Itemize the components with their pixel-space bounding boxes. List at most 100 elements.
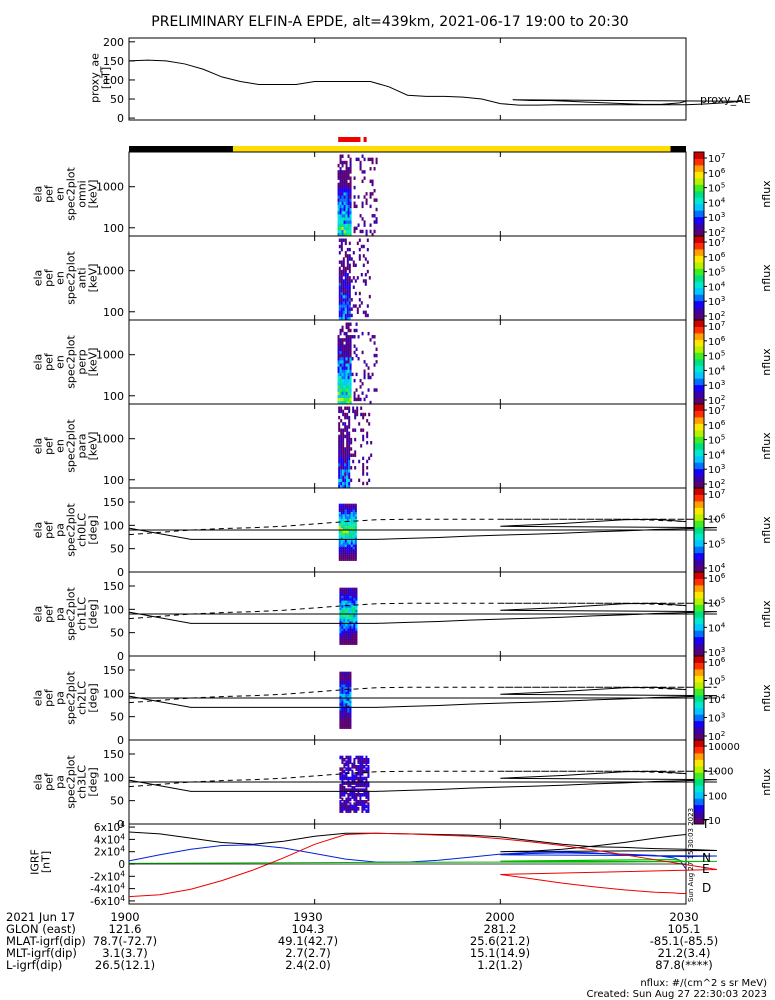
pitch-angle-pixel: [341, 606, 344, 610]
pitch-angle-pixel: [352, 513, 355, 517]
colorbar-tick-label: 106: [708, 571, 726, 585]
spectrogram-pixel: [354, 412, 357, 417]
spectrogram-pixel: [369, 338, 372, 342]
spectrogram-pixel: [349, 400, 352, 405]
pitch-angle-pixel: [346, 522, 349, 526]
spectrogram-pixel: [348, 437, 351, 442]
spectrogram-pixel: [343, 214, 346, 218]
spectrogram-pixel: [369, 192, 372, 196]
pitch-angle-pixel: [348, 503, 351, 508]
pitch-angle-pixel: [343, 804, 346, 809]
pitch-angle-pixel: [340, 552, 343, 557]
spectrogram-pixel: [345, 341, 348, 345]
pitch-angle-pixel: [346, 548, 349, 552]
spectrogram-pixel: [338, 409, 341, 414]
pitch-angle-pixel: [342, 541, 345, 545]
spectrogram-pixel: [347, 397, 350, 402]
spectrogram-pixel: [369, 204, 372, 209]
spectrogram-pixel: [366, 472, 369, 476]
spectrogram-pixel: [342, 434, 345, 439]
pitch-angle-pixel: [340, 517, 343, 522]
spectrogram-pixel: [345, 167, 348, 171]
pitch-angle-pixel: [342, 529, 345, 533]
spectrogram-pixel: [337, 356, 340, 361]
pitch-angle-pixel: [353, 765, 356, 769]
spectrogram-pixel: [345, 163, 348, 168]
spectrogram-pixel: [342, 238, 345, 242]
spectrogram-pixel: [346, 462, 349, 467]
spectrogram-pixel: [347, 350, 350, 355]
pitch-angle-pixel: [353, 641, 356, 645]
y-axis-label-line: spec2plot: [65, 167, 78, 221]
colorbar-segment: [694, 539, 704, 547]
spectrogram-pixel: [353, 378, 356, 383]
footer-value: 2.7(2.7): [285, 946, 331, 960]
spectrogram-pixel: [339, 229, 342, 234]
pitch-angle-pixel: [350, 548, 353, 552]
spectrogram-pixel: [344, 406, 347, 410]
spectrogram-pixel: [343, 353, 346, 358]
spectrogram-pixel: [346, 254, 349, 258]
spectrogram-pixel: [349, 232, 352, 237]
pitch-angle-pixel: [349, 709, 352, 713]
spectrogram-pixel: [345, 210, 348, 215]
spectrogram-pixel: [347, 185, 350, 190]
pitch-angle-pixel: [361, 783, 364, 788]
spectrogram-pixel: [339, 369, 342, 373]
pitch-angle-pixel: [349, 632, 352, 636]
spectrogram-pixel: [344, 310, 347, 315]
pitch-angle-pixel: [345, 594, 348, 599]
spectrogram-pixel: [369, 400, 372, 405]
pitch-angle-pixel: [351, 793, 354, 797]
y-tick-label: 0: [117, 112, 124, 125]
pitch-angle-pixel: [363, 800, 366, 804]
pitch-angle-pixel: [354, 529, 357, 533]
spectrogram-pixel: [360, 244, 363, 249]
pitch-angle-pixel: [339, 790, 342, 795]
spectrogram-pixel: [351, 356, 354, 361]
pitch-angle-pixel: [348, 534, 351, 538]
pitch-angle-pixel: [343, 681, 346, 685]
y-axis-label-line: spec2plot: [65, 503, 78, 557]
pitch-angle-pixel: [339, 690, 342, 694]
pitch-angle-pixel: [350, 508, 353, 512]
igrf-line-T: [128, 831, 717, 853]
pitch-angle-pixel: [352, 510, 355, 515]
spectrogram-pixel: [362, 434, 365, 439]
spectrogram-pixel: [344, 266, 347, 271]
pitch-angle-pixel: [347, 711, 350, 715]
pitch-angle-pixel: [345, 755, 348, 760]
spectrogram-pixel: [350, 478, 353, 483]
pitch-angle-pixel: [345, 678, 348, 683]
pitch-angle-pixel: [357, 802, 360, 806]
pitch-angle-pixel: [343, 774, 346, 778]
spectrogram-pixel: [341, 217, 344, 221]
pitch-angle-pixel: [357, 781, 360, 785]
spectrogram-pixel: [346, 276, 349, 280]
spectrogram-pixel: [348, 447, 351, 451]
colorbar-segment: [694, 416, 704, 424]
spectrogram-pixel: [367, 331, 370, 336]
spectrogram-pixel: [339, 173, 342, 177]
footer-value: 3.1(3.7): [102, 946, 148, 960]
pitch-angle-pixel: [343, 706, 346, 711]
y-tick-label: 1000: [96, 433, 124, 446]
spectrogram-pixel: [365, 201, 368, 205]
spectrogram-pixel: [353, 328, 356, 333]
spectrogram-pixel: [373, 167, 376, 171]
pitch-angle-pixel: [347, 636, 350, 641]
spectrogram-pixel: [344, 450, 347, 454]
y-axis-label-line: spec2plot: [65, 671, 78, 725]
pitch-angle-pixel: [338, 503, 341, 508]
spectrogram-pixel: [346, 475, 349, 479]
pitch-angle-pixel: [343, 636, 346, 641]
spectrogram-pixel: [340, 434, 343, 439]
spectrogram-pixel: [341, 385, 344, 389]
y-tick-label: 50: [110, 627, 124, 640]
spectrogram-pixel: [342, 444, 345, 448]
spectrogram-pixel: [346, 266, 349, 271]
pitch-angle-pixel: [345, 774, 348, 778]
spectrogram-pixel: [369, 223, 372, 227]
pitch-angle-pixel: [343, 765, 346, 769]
spectrogram-pixel: [340, 431, 343, 436]
